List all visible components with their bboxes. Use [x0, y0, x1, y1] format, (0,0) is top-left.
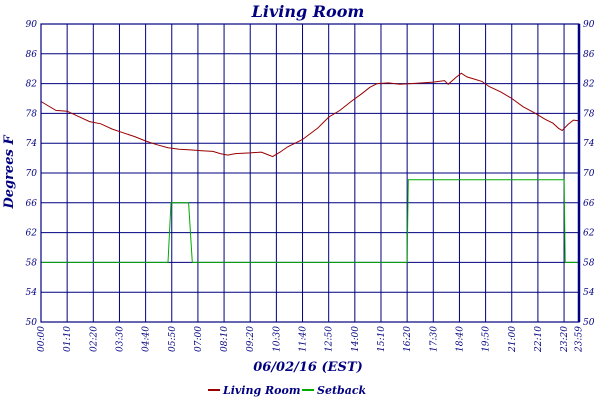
x-tick-label: 15:10: [377, 326, 387, 352]
x-tick-label: 11:40: [299, 326, 309, 352]
y-tick-label-right: 62: [583, 229, 595, 239]
series-layer: [40, 72, 579, 263]
x-axis-label: 06/02/16 (EST): [253, 360, 363, 375]
y-tick-label-left: 50: [26, 318, 38, 328]
y-tick-label-left: 78: [26, 109, 38, 119]
axis-layer: 50 50 54 54 58 58 62 62 66 66 70 70 74 74 78 78 82 82 86 86…: [26, 20, 595, 353]
y-tick-label-left: 54: [26, 288, 38, 298]
y-tick-label-right: 50: [583, 318, 595, 328]
x-tick-label: 23:20: [560, 326, 570, 353]
x-tick-label: 18:40: [455, 326, 465, 352]
y-tick-label-left: 66: [26, 199, 38, 209]
y-tick-label-right: 78: [583, 109, 595, 119]
y-tick-label-right: 66: [583, 199, 595, 209]
x-tick-label: 21:00: [508, 326, 518, 353]
y-tick-label-right: 54: [583, 288, 595, 298]
legend-label: Living Room: [222, 384, 300, 397]
x-tick-label: 12:50: [325, 326, 335, 352]
chart-title: Living Room: [251, 2, 365, 21]
y-tick-label-left: 86: [26, 50, 38, 60]
legend-item: Living Room: [208, 384, 300, 397]
x-tick-label: 05:50: [168, 326, 178, 352]
y-tick-label-right: 86: [583, 50, 595, 60]
x-tick-label: 03:30: [115, 326, 125, 352]
x-tick-label: 16:20: [403, 326, 413, 352]
x-tick-label: 19:50: [482, 326, 492, 352]
x-tick-label: 08:10: [220, 326, 230, 352]
y-tick-label-left: 58: [26, 258, 38, 268]
y-tick-label-left: 62: [26, 229, 38, 239]
y-tick-label-left: 90: [26, 20, 38, 30]
x-tick-label: 09:20: [246, 326, 256, 352]
x-tick-label: 22:10: [534, 326, 544, 353]
series-line-setback: [41, 179, 579, 263]
x-tick-label: 01:10: [63, 326, 73, 352]
y-axis-label: Degrees F: [2, 135, 17, 210]
y-tick-label-right: 58: [583, 258, 595, 268]
y-tick-label-left: 74: [26, 139, 38, 149]
y-tick-label-left: 70: [26, 169, 38, 179]
x-tick-label: 17:30: [429, 326, 439, 352]
series-line-living-room: [40, 72, 579, 158]
y-tick-label-right: 90: [583, 20, 595, 30]
legend-label: Setback: [317, 384, 367, 397]
y-tick-label-right: 74: [583, 139, 595, 149]
legend: Living Room Setback: [208, 384, 367, 397]
x-tick-label: 02:20: [89, 326, 99, 352]
x-tick-label: 14:00: [351, 326, 361, 352]
x-tick-label: 07:00: [194, 326, 204, 352]
y-tick-label-right: 82: [583, 80, 595, 90]
y-tick-label-left: 82: [26, 80, 38, 90]
x-tick-label: 23:59: [575, 326, 585, 353]
y-tick-label-right: 70: [583, 169, 595, 179]
x-tick-label: 00:00: [37, 326, 47, 352]
legend-item: Setback: [302, 384, 367, 397]
x-tick-label: 10:30: [272, 326, 282, 352]
x-tick-label: 04:40: [142, 326, 152, 352]
